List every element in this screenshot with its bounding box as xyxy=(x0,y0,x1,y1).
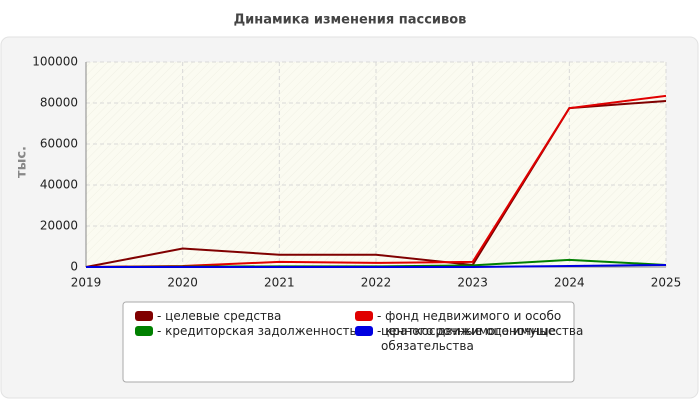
series-line xyxy=(86,263,667,268)
y-tick-label: 40000 xyxy=(40,178,78,192)
legend-label: - краткосрочные оценочные обязательства xyxy=(377,324,556,353)
x-tick-label: 2025 xyxy=(651,276,682,290)
y-axis-label: тыс. xyxy=(15,146,30,178)
chart-title: Динамика изменения пассивов xyxy=(234,13,467,28)
x-tick-label: 2023 xyxy=(457,276,488,290)
x-tick-label: 2024 xyxy=(554,276,585,290)
x-tick-label: 2019 xyxy=(71,276,102,290)
y-tick-label: 0 xyxy=(70,260,78,274)
legend-swatch xyxy=(355,326,373,336)
y-tick-label: 100000 xyxy=(32,55,78,69)
legend-label: - кредиторская задолженность xyxy=(157,324,357,338)
y-tick-label: 80000 xyxy=(40,96,78,110)
x-tick-label: 2020 xyxy=(167,276,198,290)
legend-label: - целевые средства xyxy=(157,309,281,323)
y-tick-label: 20000 xyxy=(40,219,78,233)
x-tick-label: 2022 xyxy=(361,276,392,290)
legend-swatch xyxy=(355,311,373,321)
y-tick-label: 60000 xyxy=(40,137,78,151)
legend-label: - фонд недвижимого и особо ценного движим… xyxy=(377,309,583,338)
legend-swatch xyxy=(135,326,153,336)
x-tick-label: 2021 xyxy=(264,276,295,290)
legend-swatch xyxy=(135,311,153,321)
legend xyxy=(122,301,575,383)
